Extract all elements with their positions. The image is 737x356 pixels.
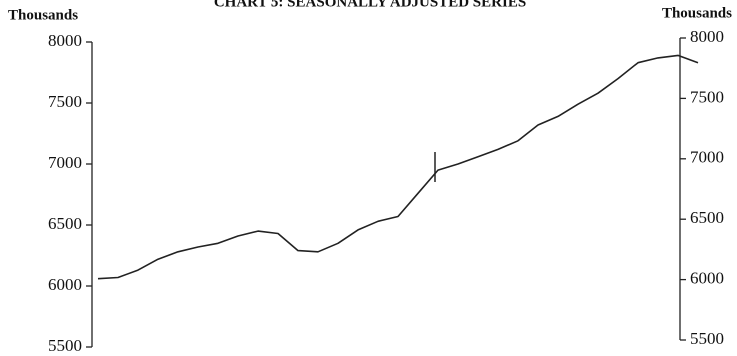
y2-tick-label: 8000	[690, 27, 724, 46]
y2-tick-label: 6500	[690, 208, 724, 227]
y-axis-label: Thousands	[8, 7, 78, 23]
y-tick-label: 7500	[48, 92, 82, 111]
chart-title: CHART 5: SEASONALLY ADJUSTED SERIES	[214, 0, 526, 10]
y2-tick-label: 6000	[690, 269, 724, 288]
y2-tick-label: 5500	[690, 329, 724, 348]
y-tick-label: 8000	[48, 31, 82, 50]
y2-tick-label: 7000	[690, 148, 724, 167]
y-tick-label: 6000	[48, 275, 82, 294]
y-tick-label: 7000	[48, 153, 82, 172]
y-tick-label: 6500	[48, 214, 82, 233]
y2-axis-label: Thousands	[662, 5, 732, 21]
y2-tick-label: 7500	[690, 87, 724, 106]
y-tick-label: 5500	[48, 336, 82, 355]
data-line	[97, 54, 699, 280]
